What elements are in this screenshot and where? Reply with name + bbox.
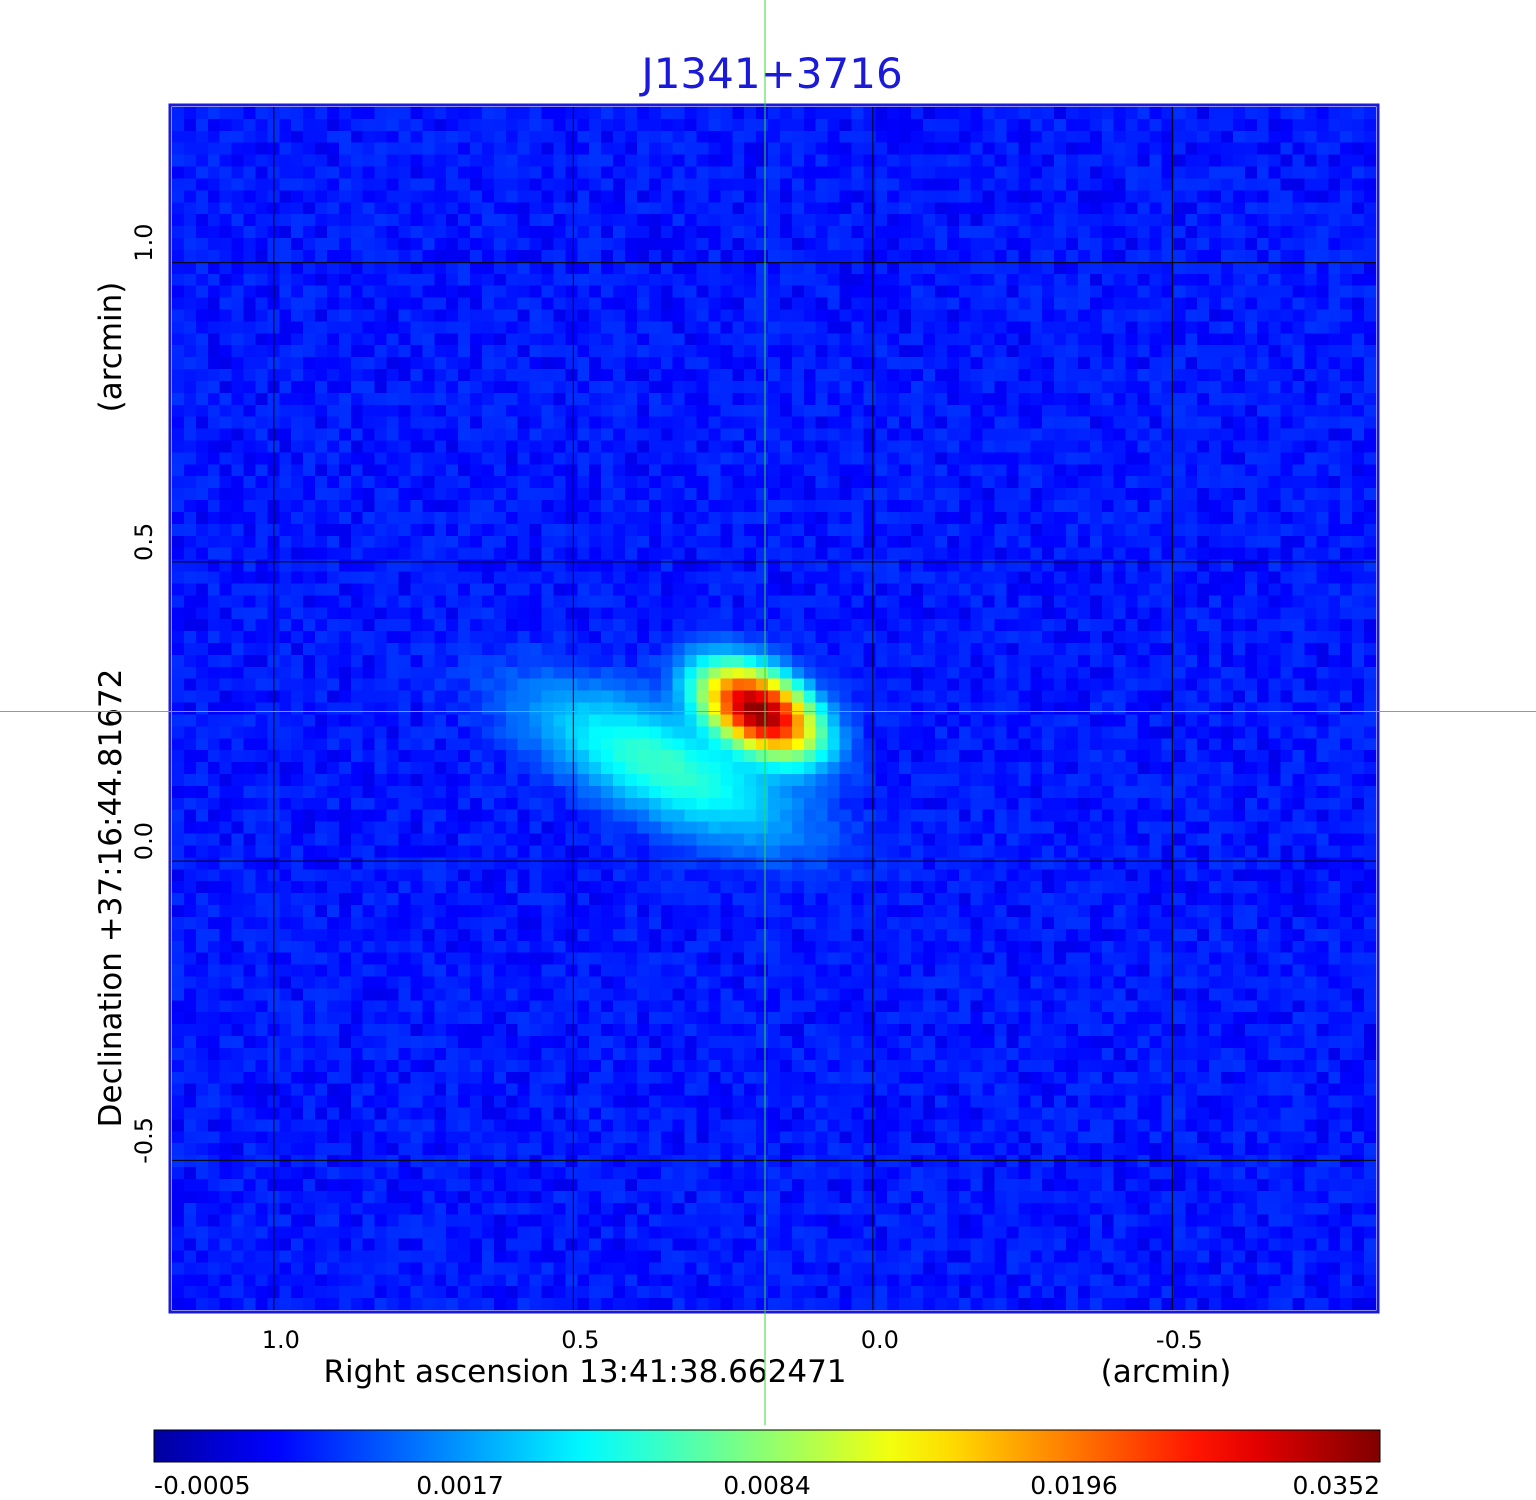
- colorbar: [153, 1429, 1381, 1463]
- y-tick-label: 1.0: [130, 224, 158, 262]
- y-tick-label: 0.0: [130, 822, 158, 860]
- colorbar-tick-label: 0.0352: [1293, 1471, 1380, 1500]
- y-axis-label: Declination +37:16:44.81672: [93, 669, 129, 1128]
- x-tick-label: 0.5: [561, 1326, 599, 1354]
- colorbar-tick-label: -0.0005: [154, 1471, 251, 1500]
- colorbar-tick-label: 0.0017: [416, 1471, 503, 1500]
- x-axis-unit: (arcmin): [1101, 1354, 1232, 1390]
- crosshair: [0, 0, 1536, 1425]
- y-tick-labels: 1.0 0.5 0.0 -0.5: [130, 224, 158, 1164]
- colorbar-tick-labels: -0.0005 0.0017 0.0084 0.0196 0.0352: [154, 1471, 1380, 1500]
- x-tick-labels: 1.0 0.5 0.0 -0.5: [262, 1326, 1203, 1354]
- colorbar-tick-label: 0.0196: [1030, 1471, 1117, 1500]
- y-tick-label: -0.5: [130, 1117, 158, 1164]
- x-tick-label: 1.0: [262, 1326, 300, 1354]
- colorbar-tick-label: 0.0084: [723, 1471, 810, 1500]
- x-axis-label: Right ascension 13:41:38.662471: [323, 1354, 846, 1390]
- y-tick-label: 0.5: [130, 523, 158, 561]
- sky-image-pixels: [172, 107, 1376, 1310]
- x-tick-label: -0.5: [1156, 1326, 1203, 1354]
- x-tick-label: 0.0: [861, 1326, 899, 1354]
- plot-frame: [168, 103, 1380, 1314]
- y-axis-unit: (arcmin): [93, 282, 129, 413]
- chart-title: J1341+3716: [638, 49, 902, 98]
- coordinate-grid: [172, 107, 1376, 1310]
- sky-image: [172, 107, 1376, 1310]
